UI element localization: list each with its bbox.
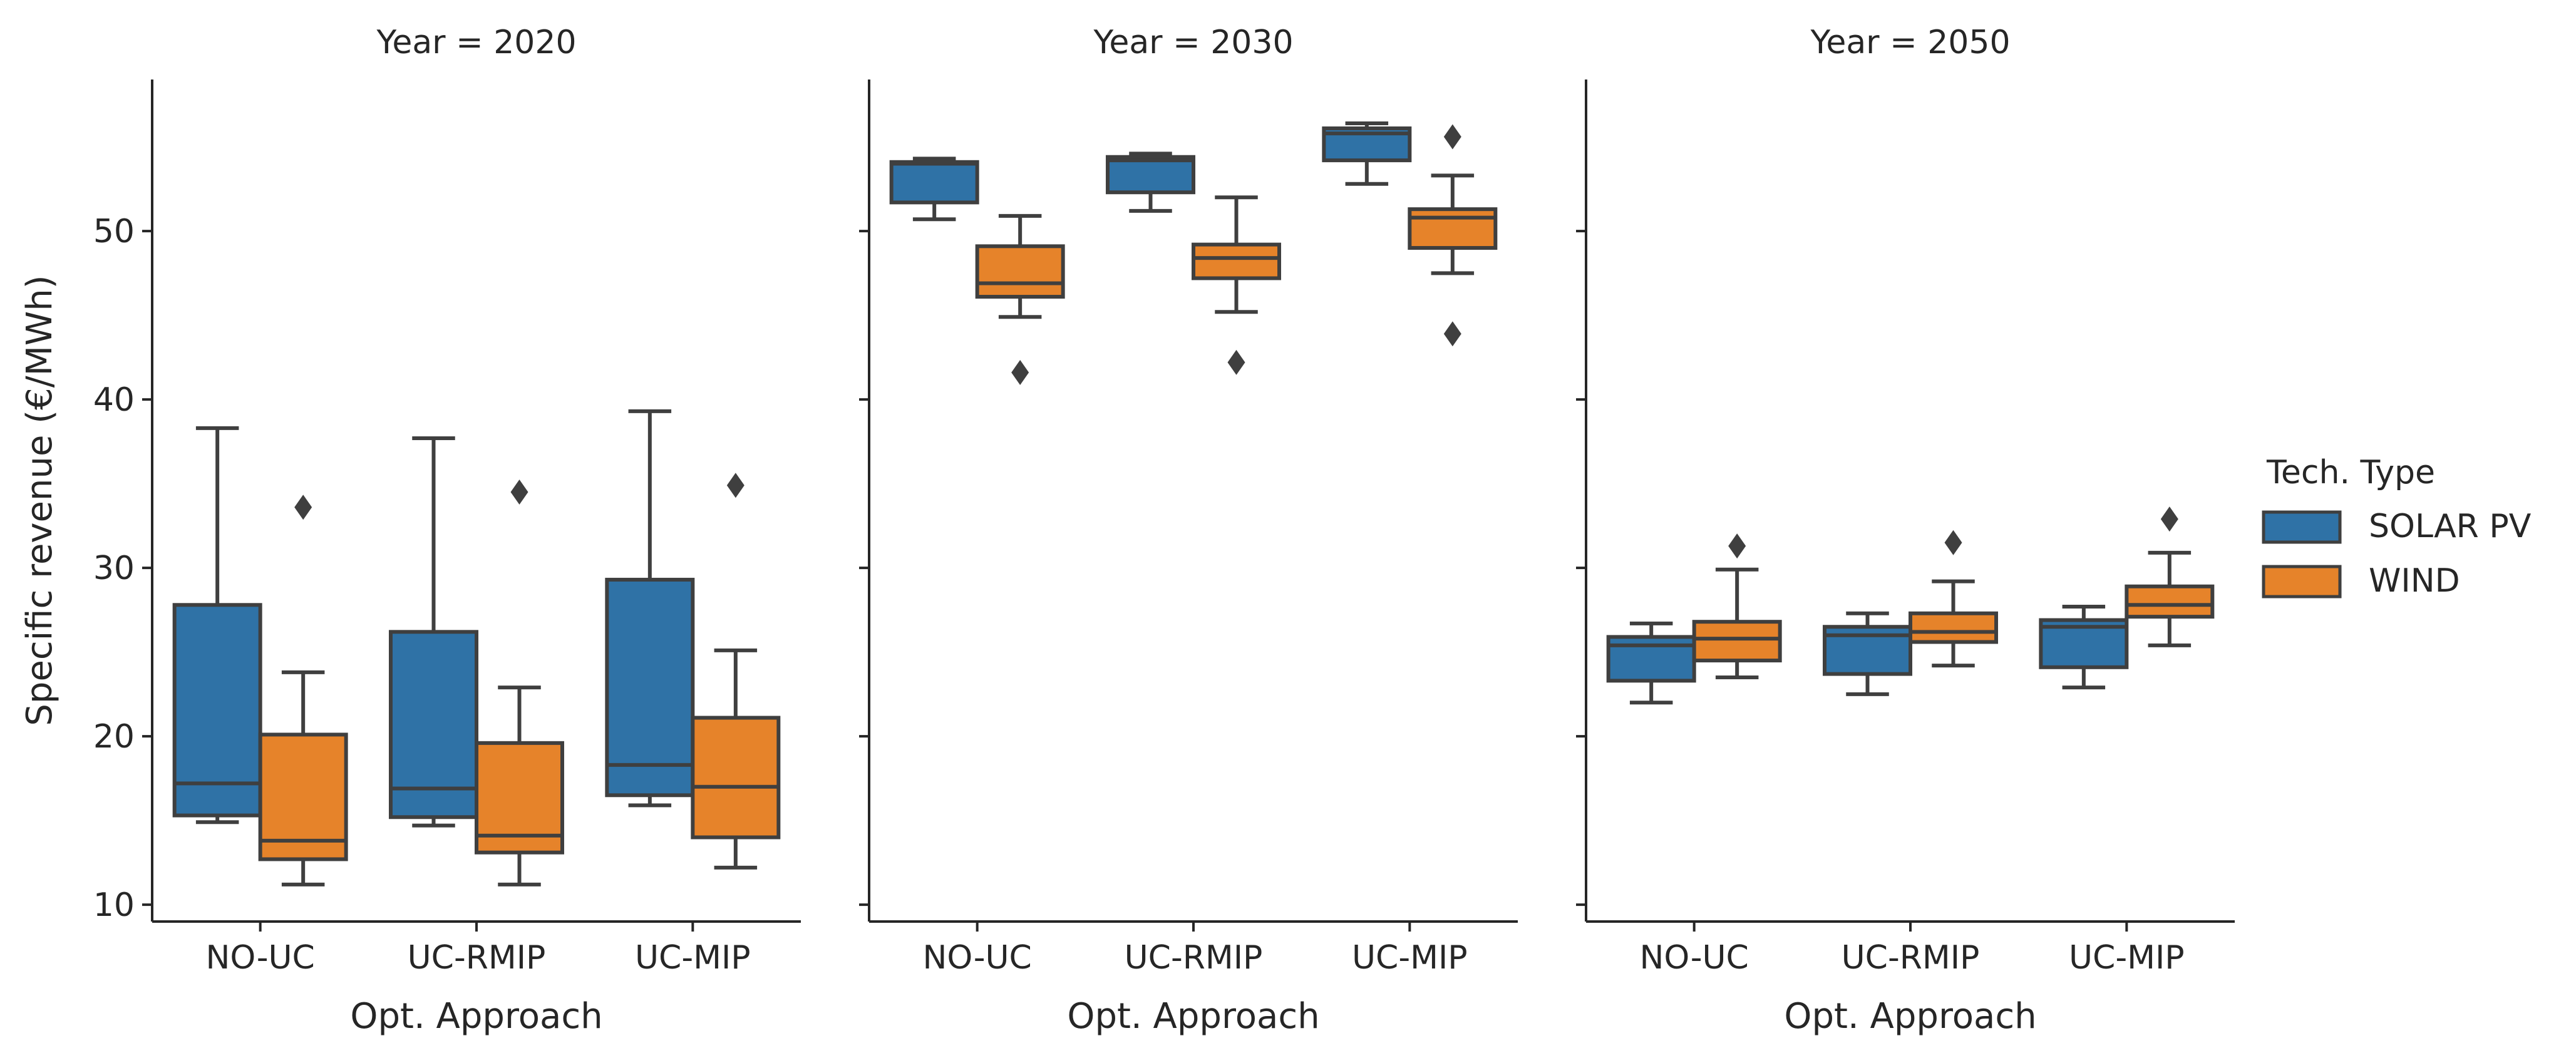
box-wind: [1408, 207, 1498, 250]
outlier-wind: [1443, 124, 1461, 150]
y-axis-label: Specific revenue (€/MWh): [19, 275, 60, 726]
legend-swatch: [2262, 565, 2342, 598]
outlier-wind: [1011, 360, 1029, 386]
y-tick-label: 50: [93, 213, 135, 250]
y-tick-label: 20: [93, 718, 135, 756]
box-wind: [1692, 620, 1782, 663]
box-solar-pv: [1106, 155, 1195, 195]
outlier-wind: [726, 473, 744, 498]
outlier-wind: [1443, 321, 1461, 347]
box-wind: [1909, 611, 1998, 644]
outlier-wind: [510, 480, 528, 505]
x-axis-label: Opt. Approach: [1784, 996, 2036, 1037]
legend-swatch: [2262, 510, 2342, 544]
x-tick-label: NO-UC: [205, 939, 314, 977]
box-solar-pv: [389, 630, 478, 819]
facet-title: Year = 2020: [376, 24, 576, 61]
x-tick-label: UC-RMIP: [408, 939, 546, 977]
box-solar-pv: [172, 603, 262, 818]
x-tick-label: UC-RMIP: [1125, 939, 1263, 977]
x-axis-label: Opt. Approach: [1067, 996, 1319, 1037]
box-wind: [691, 716, 781, 840]
box-solar-pv: [889, 160, 979, 205]
x-tick-label: UC-MIP: [2069, 939, 2185, 977]
x-tick-label: UC-RMIP: [1842, 939, 1980, 977]
x-tick-label: UC-MIP: [1352, 939, 1468, 977]
outlier-wind: [294, 495, 312, 520]
facet-title: Year = 2030: [1093, 24, 1293, 61]
outlier-wind: [1728, 533, 1746, 559]
facet-title: Year = 2050: [1810, 24, 2010, 61]
outlier-wind: [1944, 530, 1962, 555]
legend-label: WIND: [2369, 562, 2460, 600]
box-wind: [1192, 242, 1281, 280]
x-tick-label: NO-UC: [922, 939, 1031, 977]
legend-title: Tech. Type: [2266, 454, 2435, 491]
x-tick-label: NO-UC: [1639, 939, 1748, 977]
outlier-wind: [2160, 506, 2178, 532]
y-tick-label: 40: [93, 381, 135, 419]
box-solar-pv: [605, 577, 695, 798]
box-wind: [258, 732, 348, 861]
box-wind: [975, 244, 1065, 299]
legend-label: SOLAR PV: [2369, 508, 2532, 545]
box-wind: [2125, 584, 2215, 619]
x-tick-label: UC-MIP: [635, 939, 751, 977]
x-axis-label: Opt. Approach: [350, 996, 602, 1037]
outlier-wind: [1227, 349, 1245, 375]
y-tick-label: 10: [93, 886, 135, 924]
y-tick-label: 30: [93, 550, 135, 587]
